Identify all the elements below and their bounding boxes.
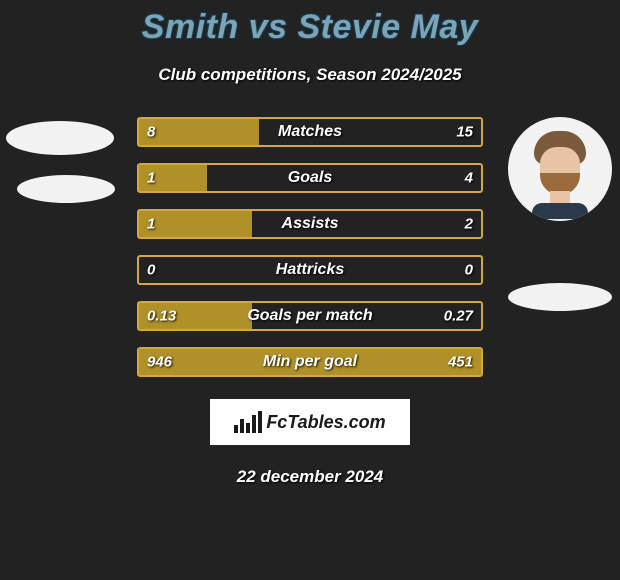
player-left-avatar-placeholder	[5, 117, 115, 203]
bar-row: 0 Hattricks 0	[137, 255, 483, 285]
bar-label: Matches	[278, 123, 342, 141]
bar-value-left: 0.13	[147, 308, 176, 325]
bar-value-left: 8	[147, 124, 155, 141]
bar-value-right: 451	[448, 354, 473, 371]
subtitle: Club competitions, Season 2024/2025	[0, 65, 620, 85]
main-row: 8 Matches 15 1 Goals 4 1 Assists 2 0 Hattricks 0 0.1…	[0, 117, 620, 377]
bar-value-right: 4	[465, 170, 473, 187]
club-logo-placeholder	[508, 283, 612, 311]
bar-value-right: 0	[465, 262, 473, 279]
placeholder-oval	[17, 175, 115, 203]
bar-label: Goals per match	[247, 307, 372, 325]
infographic-root: Smith vs Stevie May Club competitions, S…	[0, 0, 620, 487]
bar-value-right: 15	[456, 124, 473, 141]
bar-row: 8 Matches 15	[137, 117, 483, 147]
bar-label: Goals	[288, 169, 332, 187]
placeholder-oval	[6, 121, 114, 155]
bar-value-left: 1	[147, 216, 155, 233]
bars-icon	[234, 411, 262, 433]
bar-label: Min per goal	[263, 353, 357, 371]
bar-row: 0.13 Goals per match 0.27	[137, 301, 483, 331]
date-text: 22 december 2024	[0, 467, 620, 487]
bar-value-left: 0	[147, 262, 155, 279]
bar-value-right: 0.27	[444, 308, 473, 325]
face-icon	[520, 121, 600, 217]
bar-row: 1 Assists 2	[137, 209, 483, 239]
bar-value-right: 2	[465, 216, 473, 233]
bar-label: Assists	[282, 215, 339, 233]
bar-label: Hattricks	[276, 261, 344, 279]
bar-fill	[139, 119, 259, 145]
bar-fill	[139, 211, 252, 237]
fctables-logo: FcTables.com	[210, 399, 410, 445]
bar-row: 1 Goals 4	[137, 163, 483, 193]
player-right-col	[500, 117, 620, 311]
page-title: Smith vs Stevie May	[0, 8, 620, 47]
bar-value-left: 946	[147, 354, 172, 371]
player-right-avatar	[508, 117, 612, 221]
comparison-bars: 8 Matches 15 1 Goals 4 1 Assists 2 0 Hattricks 0 0.1…	[120, 117, 500, 377]
player-left-col	[0, 117, 120, 203]
bar-value-left: 1	[147, 170, 155, 187]
bar-row: 946 Min per goal 451	[137, 347, 483, 377]
logo-text: FcTables.com	[266, 412, 385, 433]
